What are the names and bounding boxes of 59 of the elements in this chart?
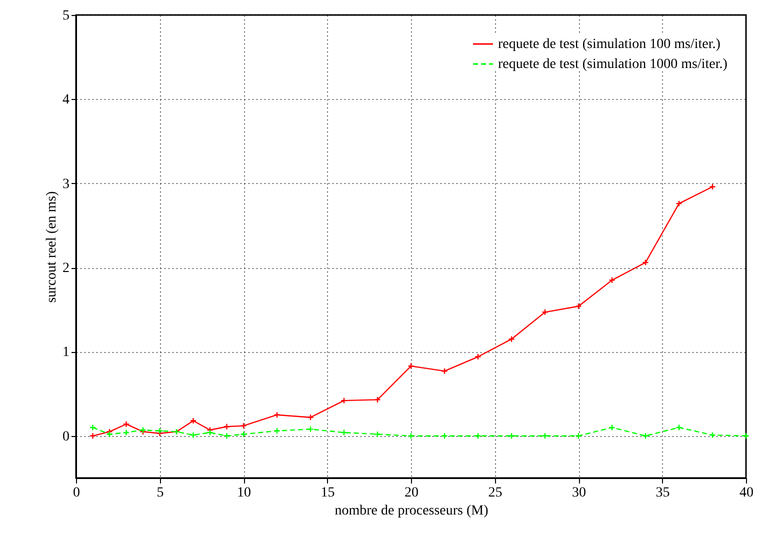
point bbox=[274, 428, 280, 434]
y-tick-label: 0 bbox=[62, 429, 70, 444]
x-tick-label: 10 bbox=[237, 486, 251, 500]
point bbox=[642, 432, 649, 440]
legend-label: requete de test (simulation 1000 ms/iter.) bbox=[498, 57, 728, 72]
point bbox=[340, 397, 348, 404]
point bbox=[374, 430, 381, 438]
x-tick-label: 0 bbox=[73, 486, 80, 500]
y-axis-title: surcout reel (en ms) bbox=[44, 190, 60, 303]
x-tick-label: 5 bbox=[156, 486, 164, 500]
x-tick-label: 15 bbox=[320, 486, 335, 500]
point bbox=[223, 423, 230, 430]
x-tick-label: 20 bbox=[404, 486, 418, 500]
point bbox=[508, 432, 515, 440]
point bbox=[642, 259, 649, 266]
point bbox=[575, 302, 582, 310]
point bbox=[240, 430, 247, 438]
point bbox=[106, 430, 113, 438]
point bbox=[190, 417, 197, 424]
point bbox=[508, 336, 515, 342]
y-tick-label: 1 bbox=[62, 345, 70, 360]
point bbox=[307, 414, 314, 421]
x-axis-title: nombre de processeurs (M) bbox=[334, 504, 489, 518]
legend-label: requete de test (simulation 100 ms/iter.) bbox=[498, 37, 721, 52]
point bbox=[374, 396, 381, 404]
y-tick-label: 2 bbox=[62, 261, 70, 276]
point bbox=[408, 432, 414, 440]
point bbox=[89, 424, 96, 431]
x-tick-label: 35 bbox=[656, 486, 670, 500]
point bbox=[474, 432, 482, 440]
y-tick-label: 5 bbox=[62, 8, 70, 24]
point bbox=[709, 432, 716, 438]
point bbox=[474, 353, 482, 360]
point bbox=[742, 432, 750, 440]
point bbox=[122, 429, 130, 436]
point bbox=[122, 420, 130, 428]
point bbox=[307, 426, 314, 433]
point bbox=[608, 276, 616, 284]
x-tick-label: 40 bbox=[740, 486, 754, 500]
x-tick-label: 30 bbox=[572, 486, 586, 500]
point bbox=[274, 412, 280, 418]
point bbox=[542, 432, 548, 440]
point bbox=[240, 422, 247, 430]
y-tick-label: 3 bbox=[62, 176, 70, 192]
y-tick-label: 4 bbox=[62, 92, 70, 108]
x-tick-label: 25 bbox=[488, 486, 502, 500]
point bbox=[575, 432, 582, 440]
point bbox=[156, 428, 164, 434]
point bbox=[542, 308, 548, 316]
point bbox=[340, 429, 348, 436]
point bbox=[441, 368, 448, 374]
point bbox=[676, 200, 682, 207]
point bbox=[206, 429, 214, 436]
point bbox=[223, 432, 230, 440]
point bbox=[676, 424, 682, 431]
point bbox=[408, 362, 414, 370]
point bbox=[190, 432, 197, 438]
point bbox=[441, 432, 448, 440]
point bbox=[608, 424, 616, 431]
